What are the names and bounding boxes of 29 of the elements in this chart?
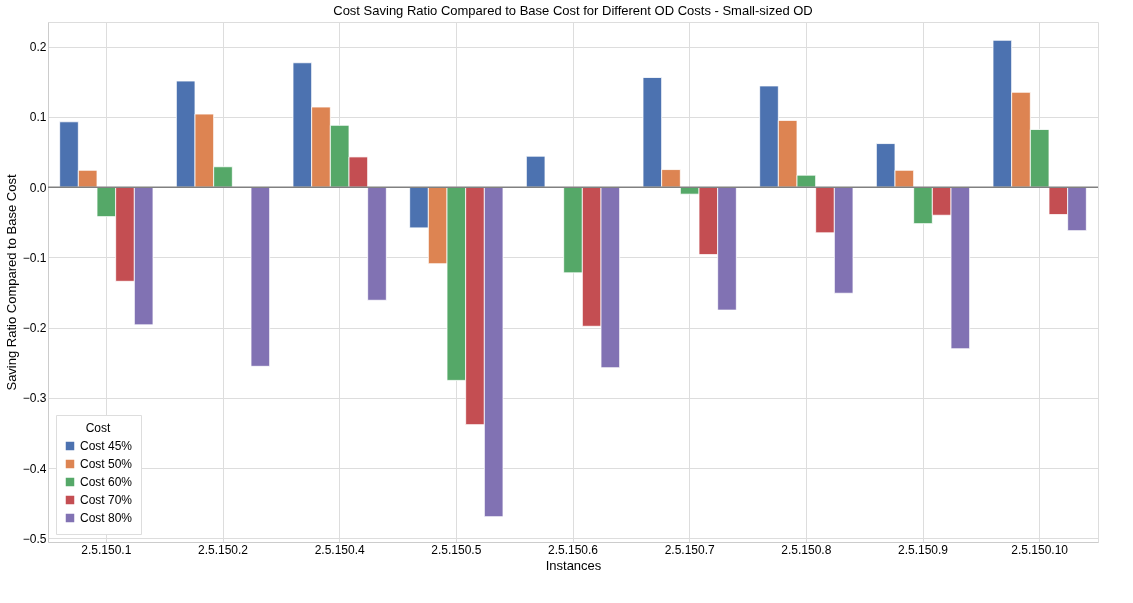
legend-label: Cost 80% xyxy=(80,511,133,525)
y-tick-label: 0.0 xyxy=(29,180,47,195)
y-tick-label: −0.4 xyxy=(22,461,47,476)
x-tick-label: 2.5.150.10 xyxy=(1011,542,1069,557)
y-tick-label: −0.3 xyxy=(22,391,47,406)
legend-title: Cost xyxy=(85,421,111,435)
bar xyxy=(525,155,546,188)
x-axis-title: Instances xyxy=(545,557,602,573)
y-tick-label: −0.2 xyxy=(22,321,47,336)
x-tick-label: 2.5.150.8 xyxy=(781,542,832,557)
x-tick-label: 2.5.150.1 xyxy=(81,542,132,557)
bar xyxy=(250,186,271,367)
y-tick-label: 0.2 xyxy=(29,40,47,55)
y-axis-title: Saving Ratio Compared to Base Cost xyxy=(3,174,19,391)
y-tick-label: −0.1 xyxy=(22,250,47,265)
x-tick-label: 2.5.150.6 xyxy=(547,542,599,557)
x-tick-label: 2.5.150.7 xyxy=(664,542,716,557)
x-tick-label: 2.5.150.4 xyxy=(314,542,366,557)
legend-label: Cost 70% xyxy=(80,493,133,507)
legend-label: Cost 60% xyxy=(80,475,133,489)
bar xyxy=(367,186,387,301)
x-tick-label: 2.5.150.5 xyxy=(431,542,482,557)
x-tick-label: 2.5.150.9 xyxy=(897,542,949,557)
y-tick-label: 0.1 xyxy=(29,110,47,125)
y-tick-label: −0.5 xyxy=(22,531,47,546)
legend-label: Cost 45% xyxy=(80,439,133,453)
x-tick-label: 2.5.150.2 xyxy=(197,542,249,557)
chart-title: Cost Saving Ratio Compared to Base Cost for Different OD Costs - Small-sized OD xyxy=(333,3,813,18)
legend-label: Cost 50% xyxy=(80,457,133,471)
